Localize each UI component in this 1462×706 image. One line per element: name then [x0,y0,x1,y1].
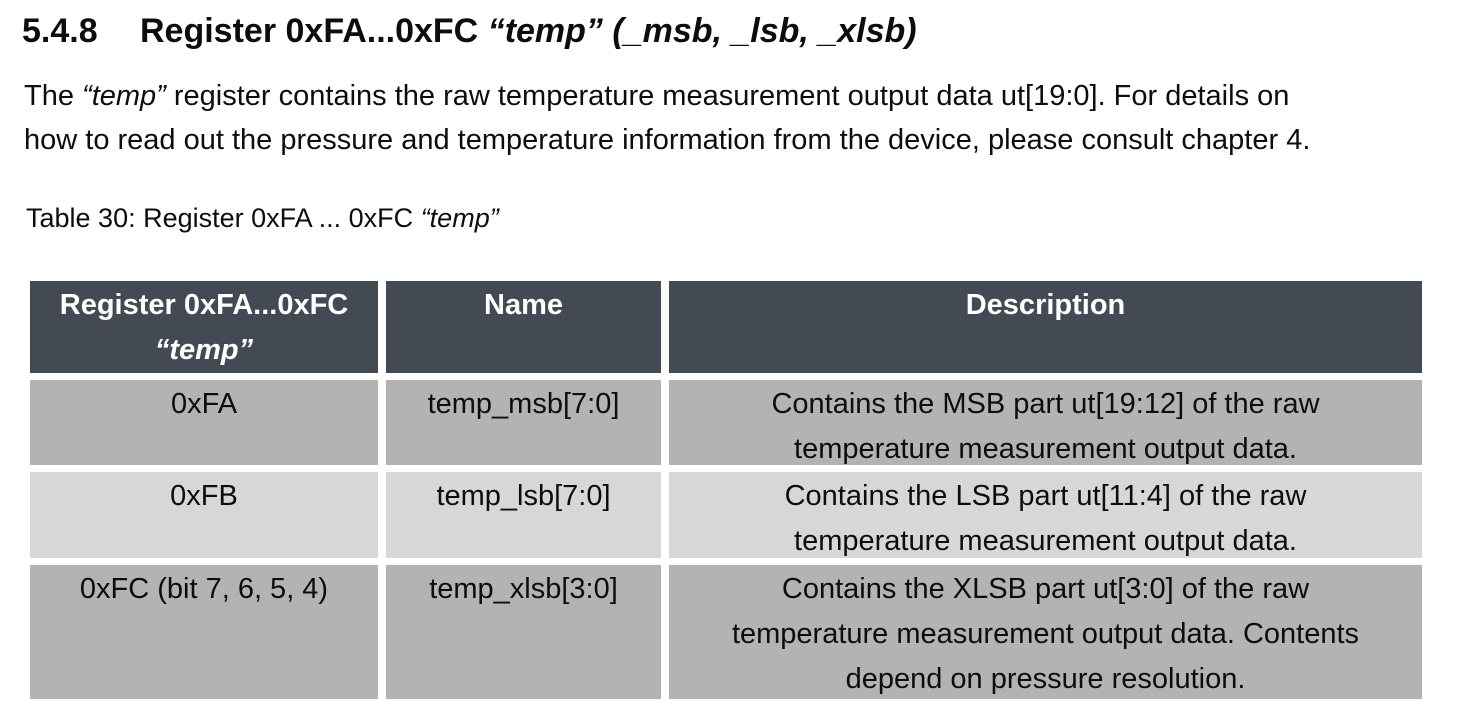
section-heading: 5.4.8 Register 0xFA...0xFC “temp” (_msb, … [22,10,1462,52]
table-cell-description: Contains the LSB part ut[11:4] of the ra… [669,472,1422,558]
paragraph-text: register contains the raw temperature me… [165,80,1290,112]
body-paragraph: The “temp” register contains the raw tem… [24,74,1462,162]
table-cell-description: Contains the XLSB part ut[3:0] of the ra… [669,565,1422,699]
header-cell-name: Name [386,281,661,373]
document-page: 5.4.8 Register 0xFA...0xFC “temp” (_msb, … [0,10,1462,706]
table-cell-name: temp_xlsb[3:0] [386,565,661,699]
header-cell-description: Description [669,281,1422,373]
description-line: temperature measurement output data. Con… [731,618,1360,650]
section-number: 5.4.8 [22,12,98,50]
header-cell-register: Register 0xFA...0xFC “temp” [30,281,378,373]
description-line: temperature measurement output data. [794,433,1297,465]
table-cell-register: 0xFC (bit 7, 6, 5, 4) [30,565,378,699]
table-caption: Table 30: Register 0xFA ... 0xFC “temp” [26,202,1462,234]
table-caption-text: Table 30: Register 0xFA ... 0xFC [26,203,421,233]
paragraph-temp: “temp” [82,80,166,112]
description-line: Contains the LSB part ut[11:4] of the ra… [784,480,1307,512]
paragraph-line-2: how to read out the pressure and tempera… [24,124,1311,156]
section-title-temp: “temp” [487,12,603,50]
section-title-suffix: (_msb, _lsb, _xlsb) [602,12,917,50]
paragraph-line-1: The “temp” register contains the raw tem… [24,74,1462,118]
description-line: depend on pressure resolution. [845,663,1246,695]
description-line: Contains the XLSB part ut[3:0] of the ra… [781,573,1310,605]
section-title: Register 0xFA...0xFC [140,12,488,50]
register-table: Register 0xFA...0xFC “temp” Name Descrip… [30,281,1462,699]
table-cell-register: 0xFA [30,380,378,465]
table-cell-register: 0xFB [30,472,378,558]
header-register-line1: Register 0xFA...0xFC [59,289,349,321]
table-cell-name: temp_msb[7:0] [386,380,661,465]
description-line: Contains the MSB part ut[19:12] of the r… [771,388,1320,420]
table-cell-description: Contains the MSB part ut[19:12] of the r… [669,380,1422,465]
paragraph-text: The [24,80,83,112]
table-cell-name: temp_lsb[7:0] [386,472,661,558]
header-register-line2: “temp” [154,334,254,366]
table-caption-temp: “temp” [420,203,499,233]
description-line: temperature measurement output data. [794,525,1297,557]
